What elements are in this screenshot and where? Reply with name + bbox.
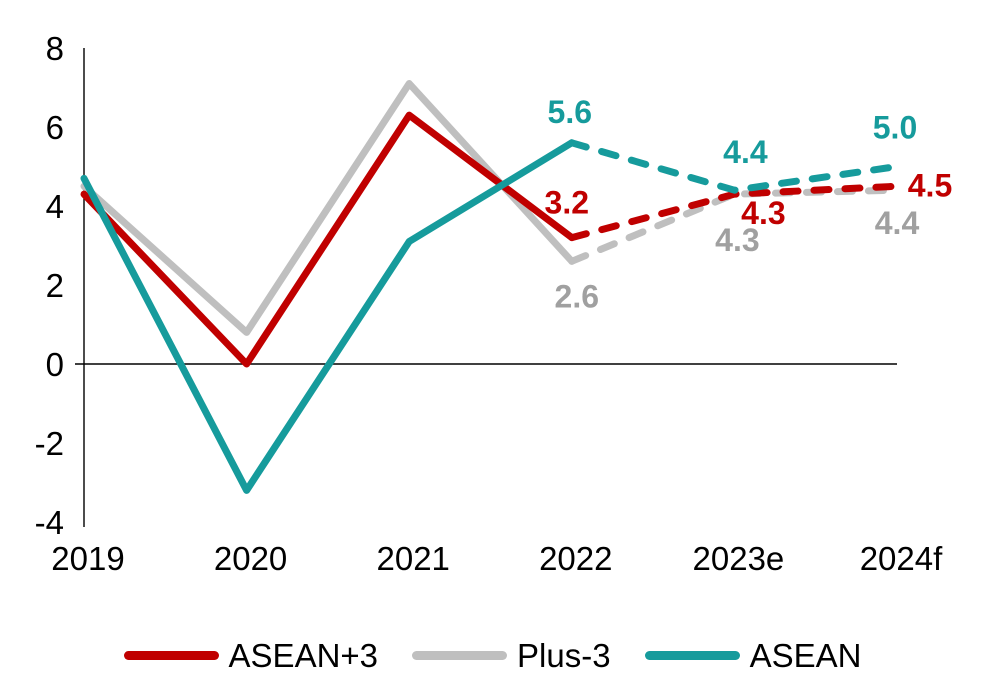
data-label-asean-3-2023e: 4.3	[741, 195, 785, 231]
x-tick-label-2019: 2019	[51, 540, 124, 577]
data-label-plus-3-2023e: 4.3	[715, 222, 759, 258]
data-label-asean-2024f: 5.0	[873, 110, 917, 146]
legend-label-plus-3: Plus-3	[517, 636, 611, 674]
data-label-plus-3-2022: 2.6	[555, 278, 599, 314]
x-tick-label-2023e: 2023e	[693, 540, 785, 577]
legend-item-plus-3: Plus-3	[412, 639, 611, 672]
legend-item-asean-plus-3: ASEAN+3	[123, 636, 379, 674]
data-label-asean-3-2022: 3.2	[545, 185, 589, 221]
legend-label-asean: ASEAN	[749, 636, 862, 674]
y-tick-label-8: 8	[46, 30, 64, 67]
y-tick-label-4: 4	[46, 188, 64, 225]
legend-item-asean: ASEAN	[644, 636, 862, 674]
x-tick-label-2022: 2022	[539, 540, 612, 577]
y-tick-label--4: -4	[35, 504, 64, 541]
y-tick-label-2: 2	[46, 267, 64, 304]
y-tick-label-6: 6	[46, 109, 64, 146]
legend-swatch-asean	[644, 650, 740, 660]
chart-legend: ASEAN+3 Plus-3 ASEAN	[0, 630, 985, 680]
data-label-asean-3-2024f: 4.5	[908, 167, 952, 203]
y-tick-label--2: -2	[35, 425, 64, 462]
data-label-asean-2022: 5.6	[548, 94, 592, 130]
x-tick-label-2021: 2021	[376, 540, 449, 577]
legend-label-asean-plus-3: ASEAN+3	[228, 636, 379, 674]
data-label-plus-3-2024f: 4.4	[875, 205, 920, 241]
data-label-asean-2023e: 4.4	[723, 134, 768, 170]
series-line-plus-3-solid	[80, 80, 576, 336]
legend-swatch-plus-3	[412, 650, 508, 660]
series-line-asean-3-dashed	[568, 182, 901, 242]
y-tick-label-0: 0	[46, 346, 64, 383]
x-tick-label-2024f: 2024f	[860, 540, 943, 577]
series-line-asean-3-solid	[80, 111, 576, 368]
x-tick-label-2020: 2020	[214, 540, 287, 577]
series-line-asean-solid	[80, 139, 576, 494]
series-line-asean-dashed	[568, 139, 901, 194]
legend-swatch-asean-plus-3	[123, 650, 219, 660]
